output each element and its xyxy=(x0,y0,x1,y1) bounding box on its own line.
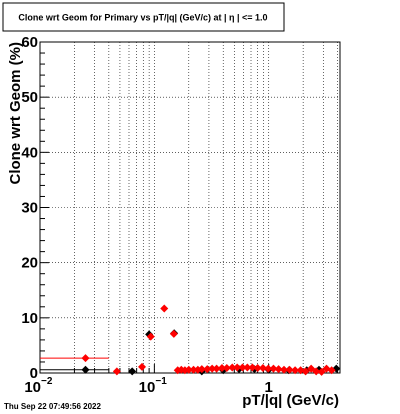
y-tick-label: 40 xyxy=(21,144,38,161)
data-point-marker xyxy=(279,365,288,374)
data-point-marker xyxy=(197,365,206,374)
data-point-marker xyxy=(189,365,198,374)
data-point-marker xyxy=(258,364,267,373)
y-tick-label: 60 xyxy=(21,34,38,51)
x-tick-label-exponent: −2 xyxy=(41,376,53,387)
data-point-marker xyxy=(317,367,326,376)
x-tick-label-exponent: −1 xyxy=(155,376,167,387)
data-point-marker xyxy=(184,365,193,374)
data-point-marker xyxy=(291,366,300,375)
data-point-marker xyxy=(128,367,137,376)
data-point-marker xyxy=(203,365,212,374)
data-point-marker xyxy=(146,332,155,341)
data-point-marker xyxy=(274,365,283,374)
y-tick-label: 20 xyxy=(21,255,38,272)
grid xyxy=(40,42,340,373)
x-axis-title: pT/|q| (GeV/c) xyxy=(242,392,339,409)
data-point-marker xyxy=(81,365,90,374)
data-point-marker xyxy=(312,367,321,376)
x-tick-label: 1 xyxy=(265,379,273,396)
x-tick-label-base: 10 xyxy=(24,379,41,396)
data-point-marker xyxy=(222,364,231,373)
data-point-marker xyxy=(238,363,247,372)
data-point-marker xyxy=(169,329,178,338)
y-tick-label: 50 xyxy=(21,89,38,106)
data-point-marker xyxy=(112,367,121,376)
data-point-marker xyxy=(81,354,90,363)
data-point-marker xyxy=(228,363,237,372)
data-point-marker xyxy=(327,366,336,375)
x-tick-label-base: 1 xyxy=(265,379,273,396)
data-point-marker xyxy=(212,364,221,373)
data-point-marker xyxy=(253,364,262,373)
data-point-marker xyxy=(160,304,169,313)
y-axis-title: Clone wrt Geom (%) xyxy=(7,42,24,185)
data-point-marker xyxy=(217,364,226,373)
data-point-marker xyxy=(301,367,310,376)
y-tick-label: 0 xyxy=(30,365,38,382)
x-tick-label: 10 −1 xyxy=(139,376,168,396)
y-tick-label: 10 xyxy=(21,310,38,327)
chart-title: Clone wrt Geom for Primary vs pT/|q| (Ge… xyxy=(18,13,267,23)
data-markers xyxy=(40,304,341,376)
x-tick-label: 10 −2 xyxy=(24,376,53,396)
x-tick-label-base: 10 xyxy=(139,379,156,396)
data-point-marker xyxy=(138,362,147,371)
data-point-marker xyxy=(264,364,273,373)
data-point-marker xyxy=(248,363,257,372)
y-tick-label: 30 xyxy=(21,200,38,217)
timestamp: Thu Sep 22 07:49:56 2022 xyxy=(4,402,101,411)
data-point-marker xyxy=(243,363,252,372)
data-point-marker xyxy=(285,365,294,374)
data-point-marker xyxy=(208,364,217,373)
chart-title-box: Clone wrt Geom for Primary vs pT/|q| (Ge… xyxy=(2,2,285,32)
data-point-marker xyxy=(269,364,278,373)
data-point-marker xyxy=(233,363,242,372)
